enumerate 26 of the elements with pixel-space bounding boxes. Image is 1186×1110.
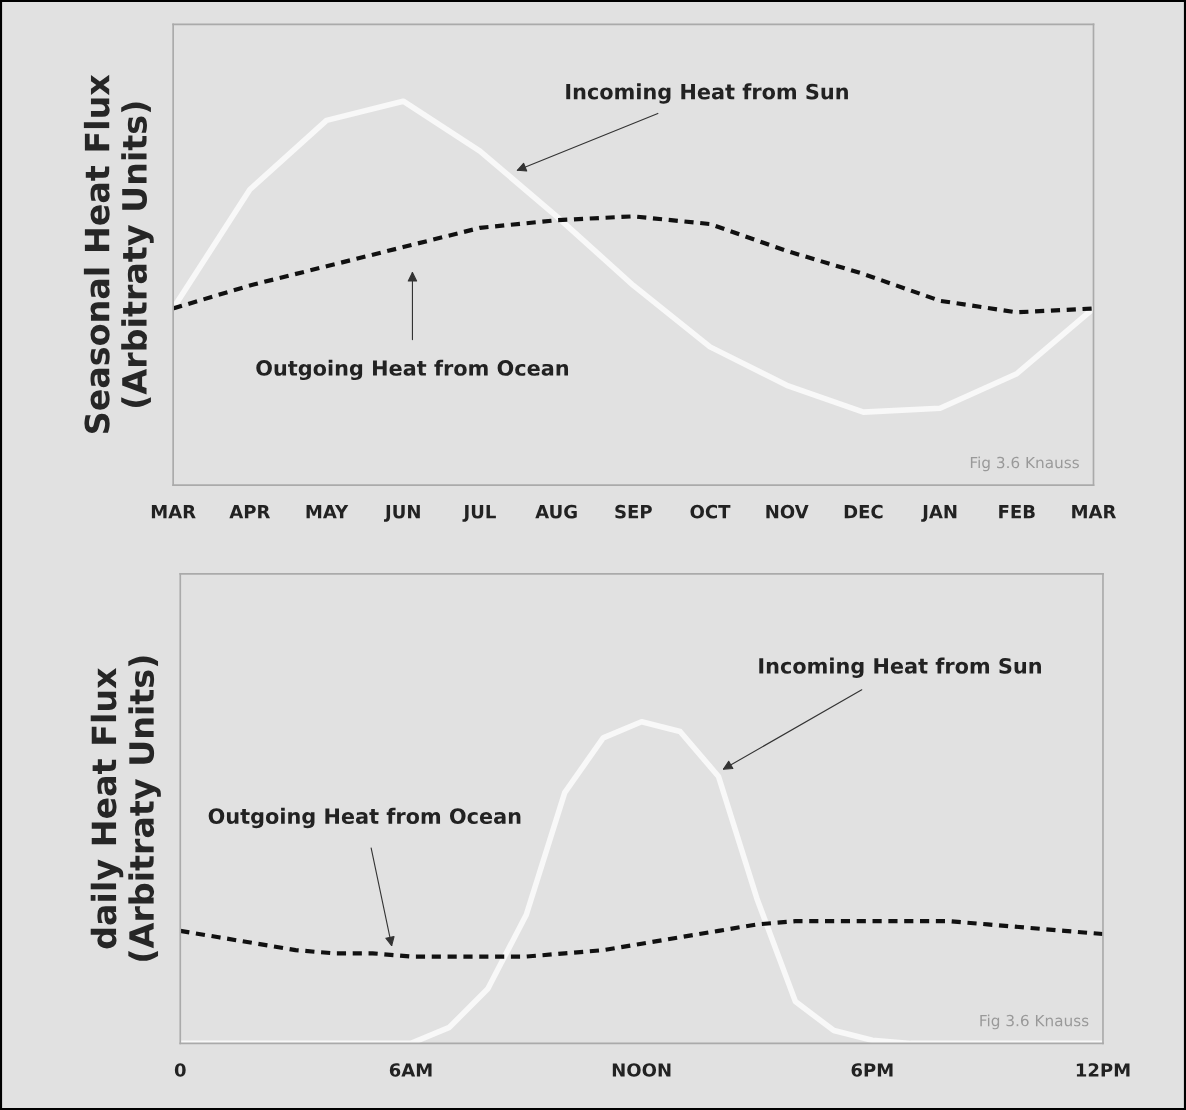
x-tick-label: JUL [462,505,496,522]
y-axis-title: Seasonal Heat Flux (Arbitraty Units) [83,74,154,433]
x-tick-label: APR [229,505,271,519]
y-axis-title: daily Heat Flux (Arbitraty Units) [90,656,161,961]
x-tick-label: 6AM [389,1063,432,1077]
annotation: Outgoing Heat from Ocean [256,359,569,381]
x-tick-label: 6PM [851,1063,893,1077]
x-tick-label: NOV [766,504,809,519]
x-tick-label: MAY [306,505,349,519]
annotation: Incoming Heat from Sun [566,83,848,104]
x-tick-label: 0 [174,1063,186,1077]
x-tick-label: AUG [535,504,577,519]
x-tick-label: NOON [612,1063,671,1077]
x-tick-label: SEP [615,504,652,519]
x-tick-label: MAR [1072,505,1117,519]
x-tick-label: DEC [844,504,883,519]
text: Incoming Heat from Sun [759,657,1041,678]
annotation: Fig 3.6 Knauss [980,1014,1089,1030]
annotation: Outgoing Heat from Ocean [208,807,521,829]
x-tick-label: 12PM [1076,1063,1130,1077]
annotation: Fig 3.6 Knauss [970,456,1079,472]
x-tick-label: OCT [690,504,731,519]
x-tick-label: FEB [999,505,1035,519]
x-tick-label: JAN [921,505,957,522]
x-tick-label: JUN [383,505,420,522]
x-tick-label: MAR [151,505,196,519]
